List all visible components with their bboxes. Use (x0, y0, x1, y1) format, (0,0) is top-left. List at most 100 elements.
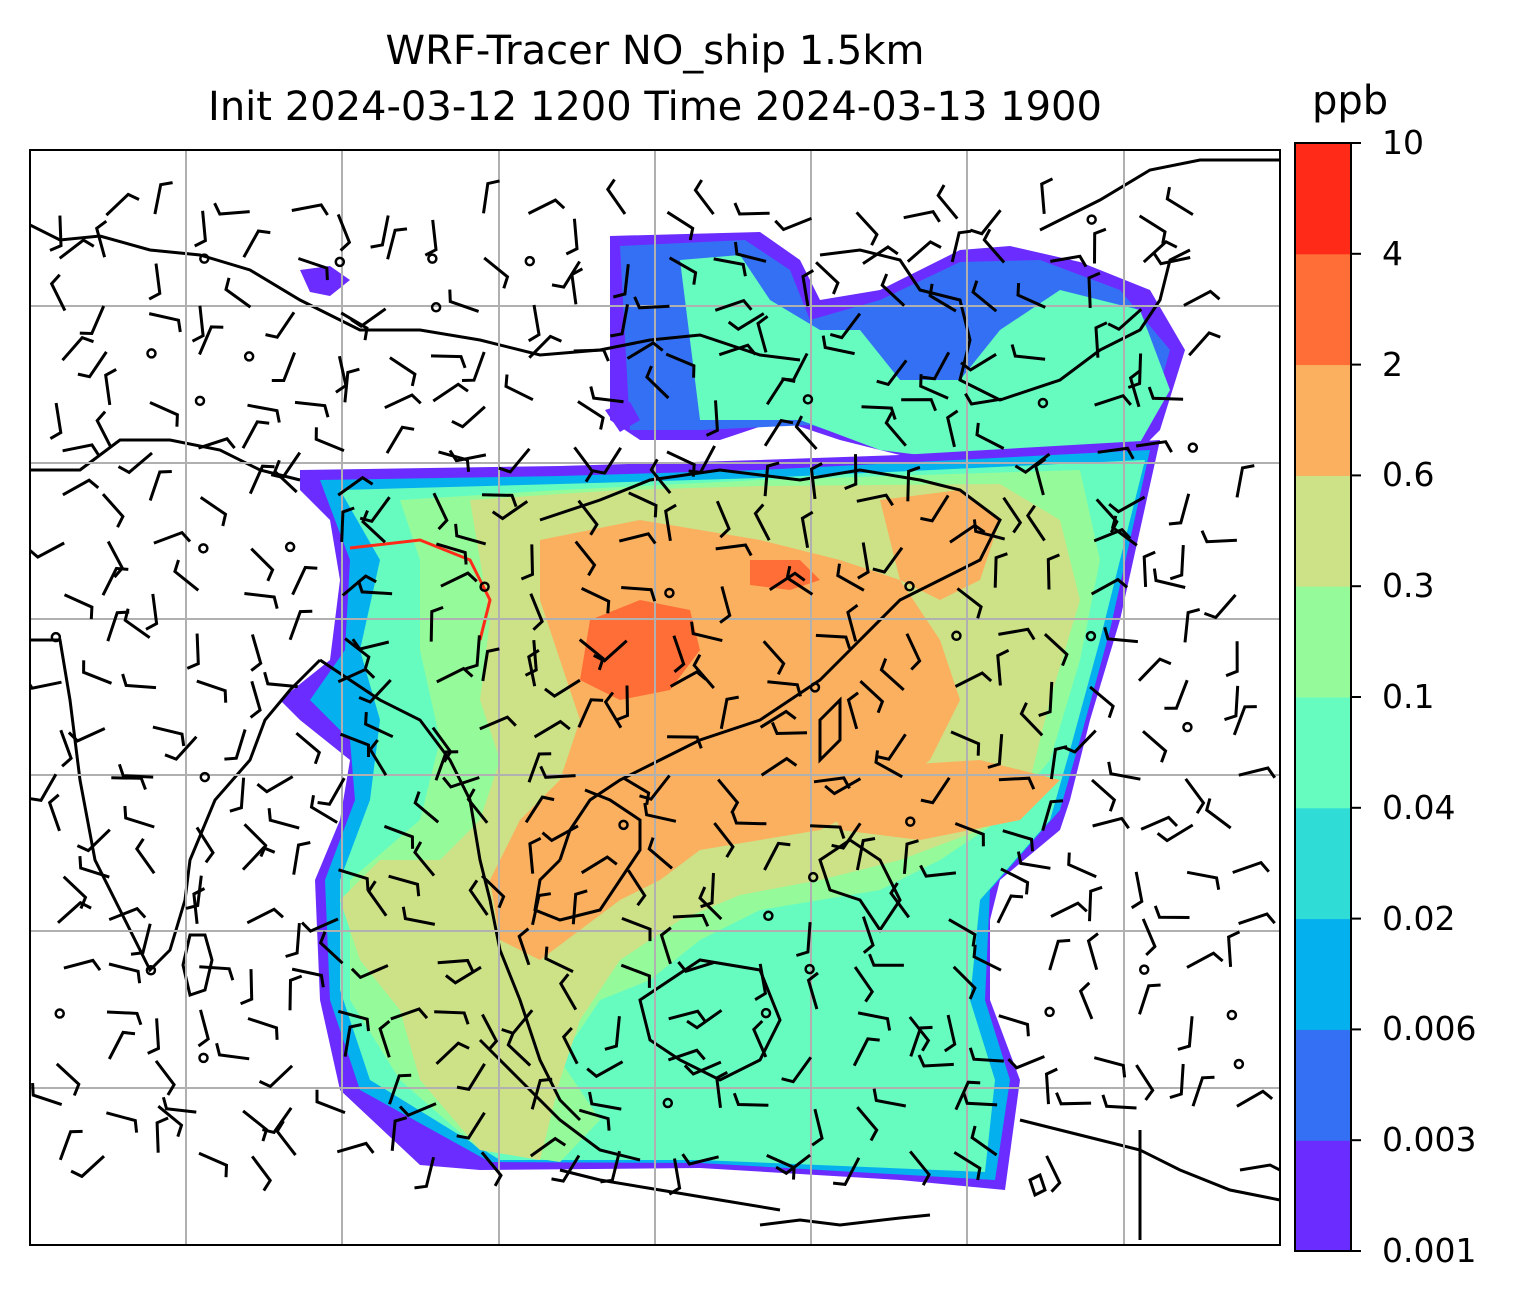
wind-barb (734, 241, 767, 263)
wind-barb (479, 715, 517, 731)
wind-barb (810, 824, 846, 839)
wind-barb (481, 647, 500, 682)
wind-barb (968, 1047, 1004, 1063)
wind-barb (107, 1030, 136, 1060)
wind-barb (905, 633, 922, 671)
wind-barb (243, 823, 268, 858)
wind-barb (565, 218, 579, 256)
wind-barb (123, 805, 155, 829)
wind-barb (123, 608, 151, 639)
wind-barb (586, 1060, 624, 1079)
map-plot-area (30, 150, 1280, 1245)
wind-barb (1203, 593, 1237, 620)
wind-barb (343, 1023, 363, 1057)
wind-barb (1046, 553, 1060, 590)
wind-barb (620, 963, 651, 988)
wind-barb (258, 1064, 294, 1089)
colorbar-segment (1295, 807, 1351, 920)
wind-barb (954, 1080, 981, 1111)
colorbar-tick-label: 0.04 (1382, 787, 1456, 827)
wind-barb (378, 1020, 391, 1058)
wind-barb (337, 475, 374, 497)
wind-barb (948, 918, 977, 947)
wind-barb (902, 839, 919, 875)
wind-barb (1110, 515, 1138, 547)
wind-barb (1055, 1092, 1092, 1106)
wind-barb (161, 1096, 197, 1114)
wind-barb (77, 351, 108, 379)
wind-barb (386, 227, 408, 260)
wind-barb (1107, 761, 1141, 781)
wind-barb (1086, 932, 1099, 971)
wind-barb (1040, 177, 1054, 215)
wind-barb (104, 368, 117, 406)
wind-barb (906, 465, 921, 502)
wind-barb (698, 886, 723, 921)
wind-barb (265, 311, 296, 339)
wind-barb (1238, 912, 1276, 926)
wind-barb (954, 822, 985, 847)
wind-barb (909, 1025, 933, 1057)
calm-wind-marker (524, 255, 536, 267)
wind-barb (58, 238, 95, 260)
calm-wind-marker (284, 541, 296, 553)
wind-barb (775, 1153, 812, 1176)
wind-barb (998, 627, 1036, 641)
wind-barb (943, 1014, 957, 1053)
calm-wind-marker (1233, 1058, 1245, 1070)
wind-barb (337, 1009, 370, 1032)
wind-barb (768, 571, 806, 591)
wind-barb (732, 1092, 769, 1107)
wind-barb (70, 1154, 106, 1179)
wind-barb (856, 1106, 879, 1142)
wind-barb (681, 1153, 719, 1166)
wind-barb (952, 965, 977, 1000)
calm-wind-marker (243, 351, 255, 362)
wind-barb (117, 763, 154, 779)
wind-barb (436, 666, 474, 684)
wind-barb (527, 752, 552, 783)
wind-barb (879, 658, 905, 692)
wind-barb (715, 1070, 729, 1108)
wind-barb (384, 393, 422, 410)
wind-barb (215, 1042, 250, 1061)
wind-barb (1045, 1155, 1062, 1193)
wind-barb (946, 409, 959, 448)
wind-barb (920, 776, 951, 805)
wind-barb (539, 765, 576, 779)
wind-barb (713, 257, 747, 277)
wind-barb (908, 1016, 931, 1052)
wind-barb (903, 210, 941, 223)
wind-barb (551, 1154, 581, 1183)
wind-barb (173, 559, 200, 592)
wind-barb (953, 1151, 982, 1181)
wind-barb (506, 1033, 532, 1067)
calm-wind-marker (1226, 1009, 1238, 1021)
wind-barb (250, 1155, 273, 1192)
wind-barb (57, 900, 92, 924)
wind-barb (753, 503, 771, 541)
wind-barb (659, 926, 672, 965)
wind-barb (667, 1048, 706, 1062)
wind-barb (593, 639, 628, 663)
wind-barb (1235, 464, 1255, 498)
wind-barb (250, 547, 275, 582)
colorbar-tick-label: 0.02 (1382, 898, 1456, 938)
wind-barb (589, 386, 624, 404)
calm-wind-marker (427, 253, 438, 264)
wind-barb (580, 855, 618, 875)
wind-barb (1103, 626, 1139, 644)
wind-barb (49, 273, 67, 312)
wind-barb (998, 1014, 1030, 1037)
calm-wind-marker (194, 395, 206, 407)
wind-barb (295, 731, 322, 765)
wind-barb (262, 1107, 293, 1135)
wind-barb (59, 729, 73, 768)
wind-barb (343, 367, 360, 403)
wind-barb (954, 671, 993, 688)
wind-barb (719, 586, 732, 624)
wind-barb (1010, 344, 1046, 361)
wind-barb (612, 264, 630, 299)
wind-barb (366, 880, 388, 917)
wind-barb (465, 635, 481, 671)
